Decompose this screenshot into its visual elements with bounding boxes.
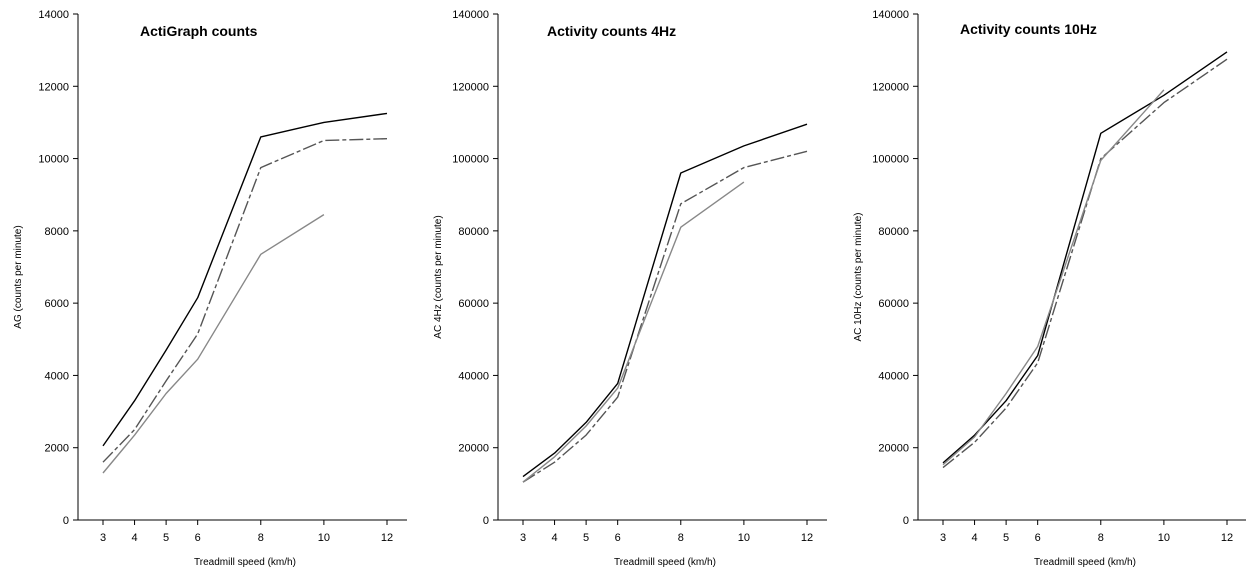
chart-1-y-tick-label: 4000 — [45, 370, 69, 382]
chart-2-y-tick-label: 80000 — [458, 226, 489, 238]
chart-3-y-tick-label: 100000 — [872, 154, 909, 166]
chart-1-x-tick-label: 5 — [163, 532, 169, 544]
chart-2-x-tick-label: 6 — [615, 532, 621, 544]
chart-1-y-tick-label: 6000 — [45, 298, 69, 310]
chart-2-series-2-line — [522, 150, 808, 483]
chart-2-y-tick-label: 20000 — [458, 443, 489, 455]
chart-3-y-tick-label: 20000 — [878, 443, 909, 455]
chart-3-y-tick-label: 140000 — [872, 9, 909, 21]
chart-3-y-tick-label: 80000 — [878, 226, 909, 238]
chart-2-x-tick-label: 4 — [551, 532, 557, 544]
chart-3-y-tick-label: 60000 — [878, 298, 909, 310]
chart-1-y-tick-label: 2000 — [45, 443, 69, 455]
chart-1-x-tick-label: 6 — [195, 532, 201, 544]
chart-3-x-tick-label: 6 — [1035, 532, 1041, 544]
chart-2-series-1-line — [522, 123, 808, 478]
chart-3-title: Activity counts 10Hz — [960, 21, 1097, 37]
chart-3-x-tick-label: 8 — [1098, 532, 1104, 544]
chart-2-x-axis-label: Treadmill speed (km/h) — [614, 557, 716, 568]
chart-3-x-tick-label: 12 — [1221, 532, 1233, 544]
chart-2-y-tick-label: 120000 — [452, 81, 489, 93]
chart-2-y-tick-label: 60000 — [458, 298, 489, 310]
chart-1-y-tick-label: 14000 — [38, 9, 69, 21]
chart-3-y-tick-label: 40000 — [878, 370, 909, 382]
chart-1-y-tick-label: 12000 — [38, 81, 69, 93]
chart-2-y-tick-label: 140000 — [452, 9, 489, 21]
chart-1-series-2-line — [102, 138, 388, 463]
chart-3-y-tick-label: 0 — [903, 515, 909, 527]
chart-2-y-tick-label: 100000 — [452, 154, 489, 166]
chart-2-series-3-line — [522, 181, 745, 483]
chart-1-x-tick-label: 4 — [131, 532, 137, 544]
chart-2-x-tick-label: 3 — [520, 532, 526, 544]
chart-2-x-tick-label: 12 — [801, 532, 813, 544]
chart-1-y-tick-label: 10000 — [38, 154, 69, 166]
chart-3-y-tick-label: 120000 — [872, 81, 909, 93]
chart-1-x-tick-label: 8 — [258, 532, 264, 544]
chart-3-series-2-line — [942, 58, 1228, 469]
chart-2-y-tick-label: 40000 — [458, 370, 489, 382]
chart-3-series-1-line — [942, 51, 1228, 464]
chart-2-title: Activity counts 4Hz — [547, 23, 676, 39]
chart-1-series-1-line — [102, 112, 388, 447]
chart-3-x-axis-label: Treadmill speed (km/h) — [1034, 557, 1136, 568]
chart-3-series-3-line — [942, 89, 1165, 466]
chart-3-x-tick-label: 4 — [971, 532, 977, 544]
chart-1-y-tick-label: 8000 — [45, 226, 69, 238]
chart-2-x-tick-label: 5 — [583, 532, 589, 544]
chart-1-x-tick-label: 12 — [381, 532, 393, 544]
chart-1-x-tick-label: 3 — [100, 532, 106, 544]
chart-3-x-tick-label: 5 — [1003, 532, 1009, 544]
chart-2-y-tick-label: 0 — [483, 515, 489, 527]
chart-1-x-tick-label: 10 — [318, 532, 330, 544]
chart-3-x-tick-label: 3 — [940, 532, 946, 544]
chart-1-y-tick-label: 0 — [63, 515, 69, 527]
chart-3-x-tick-label: 10 — [1158, 532, 1170, 544]
chart-1-x-axis-label: Treadmill speed (km/h) — [194, 557, 296, 568]
chart-1-y-axis-label: AG (counts per minute) — [13, 225, 24, 328]
chart-2-x-tick-label: 10 — [738, 532, 750, 544]
chart-3-y-axis-label: AC 10Hz (counts per minute) — [853, 213, 864, 342]
chart-1-series-3-line — [102, 214, 325, 474]
chart-2-x-tick-label: 8 — [678, 532, 684, 544]
chart-1-title: ActiGraph counts — [140, 23, 258, 39]
chart-2-y-axis-label: AC 4Hz (counts per minute) — [433, 215, 444, 338]
